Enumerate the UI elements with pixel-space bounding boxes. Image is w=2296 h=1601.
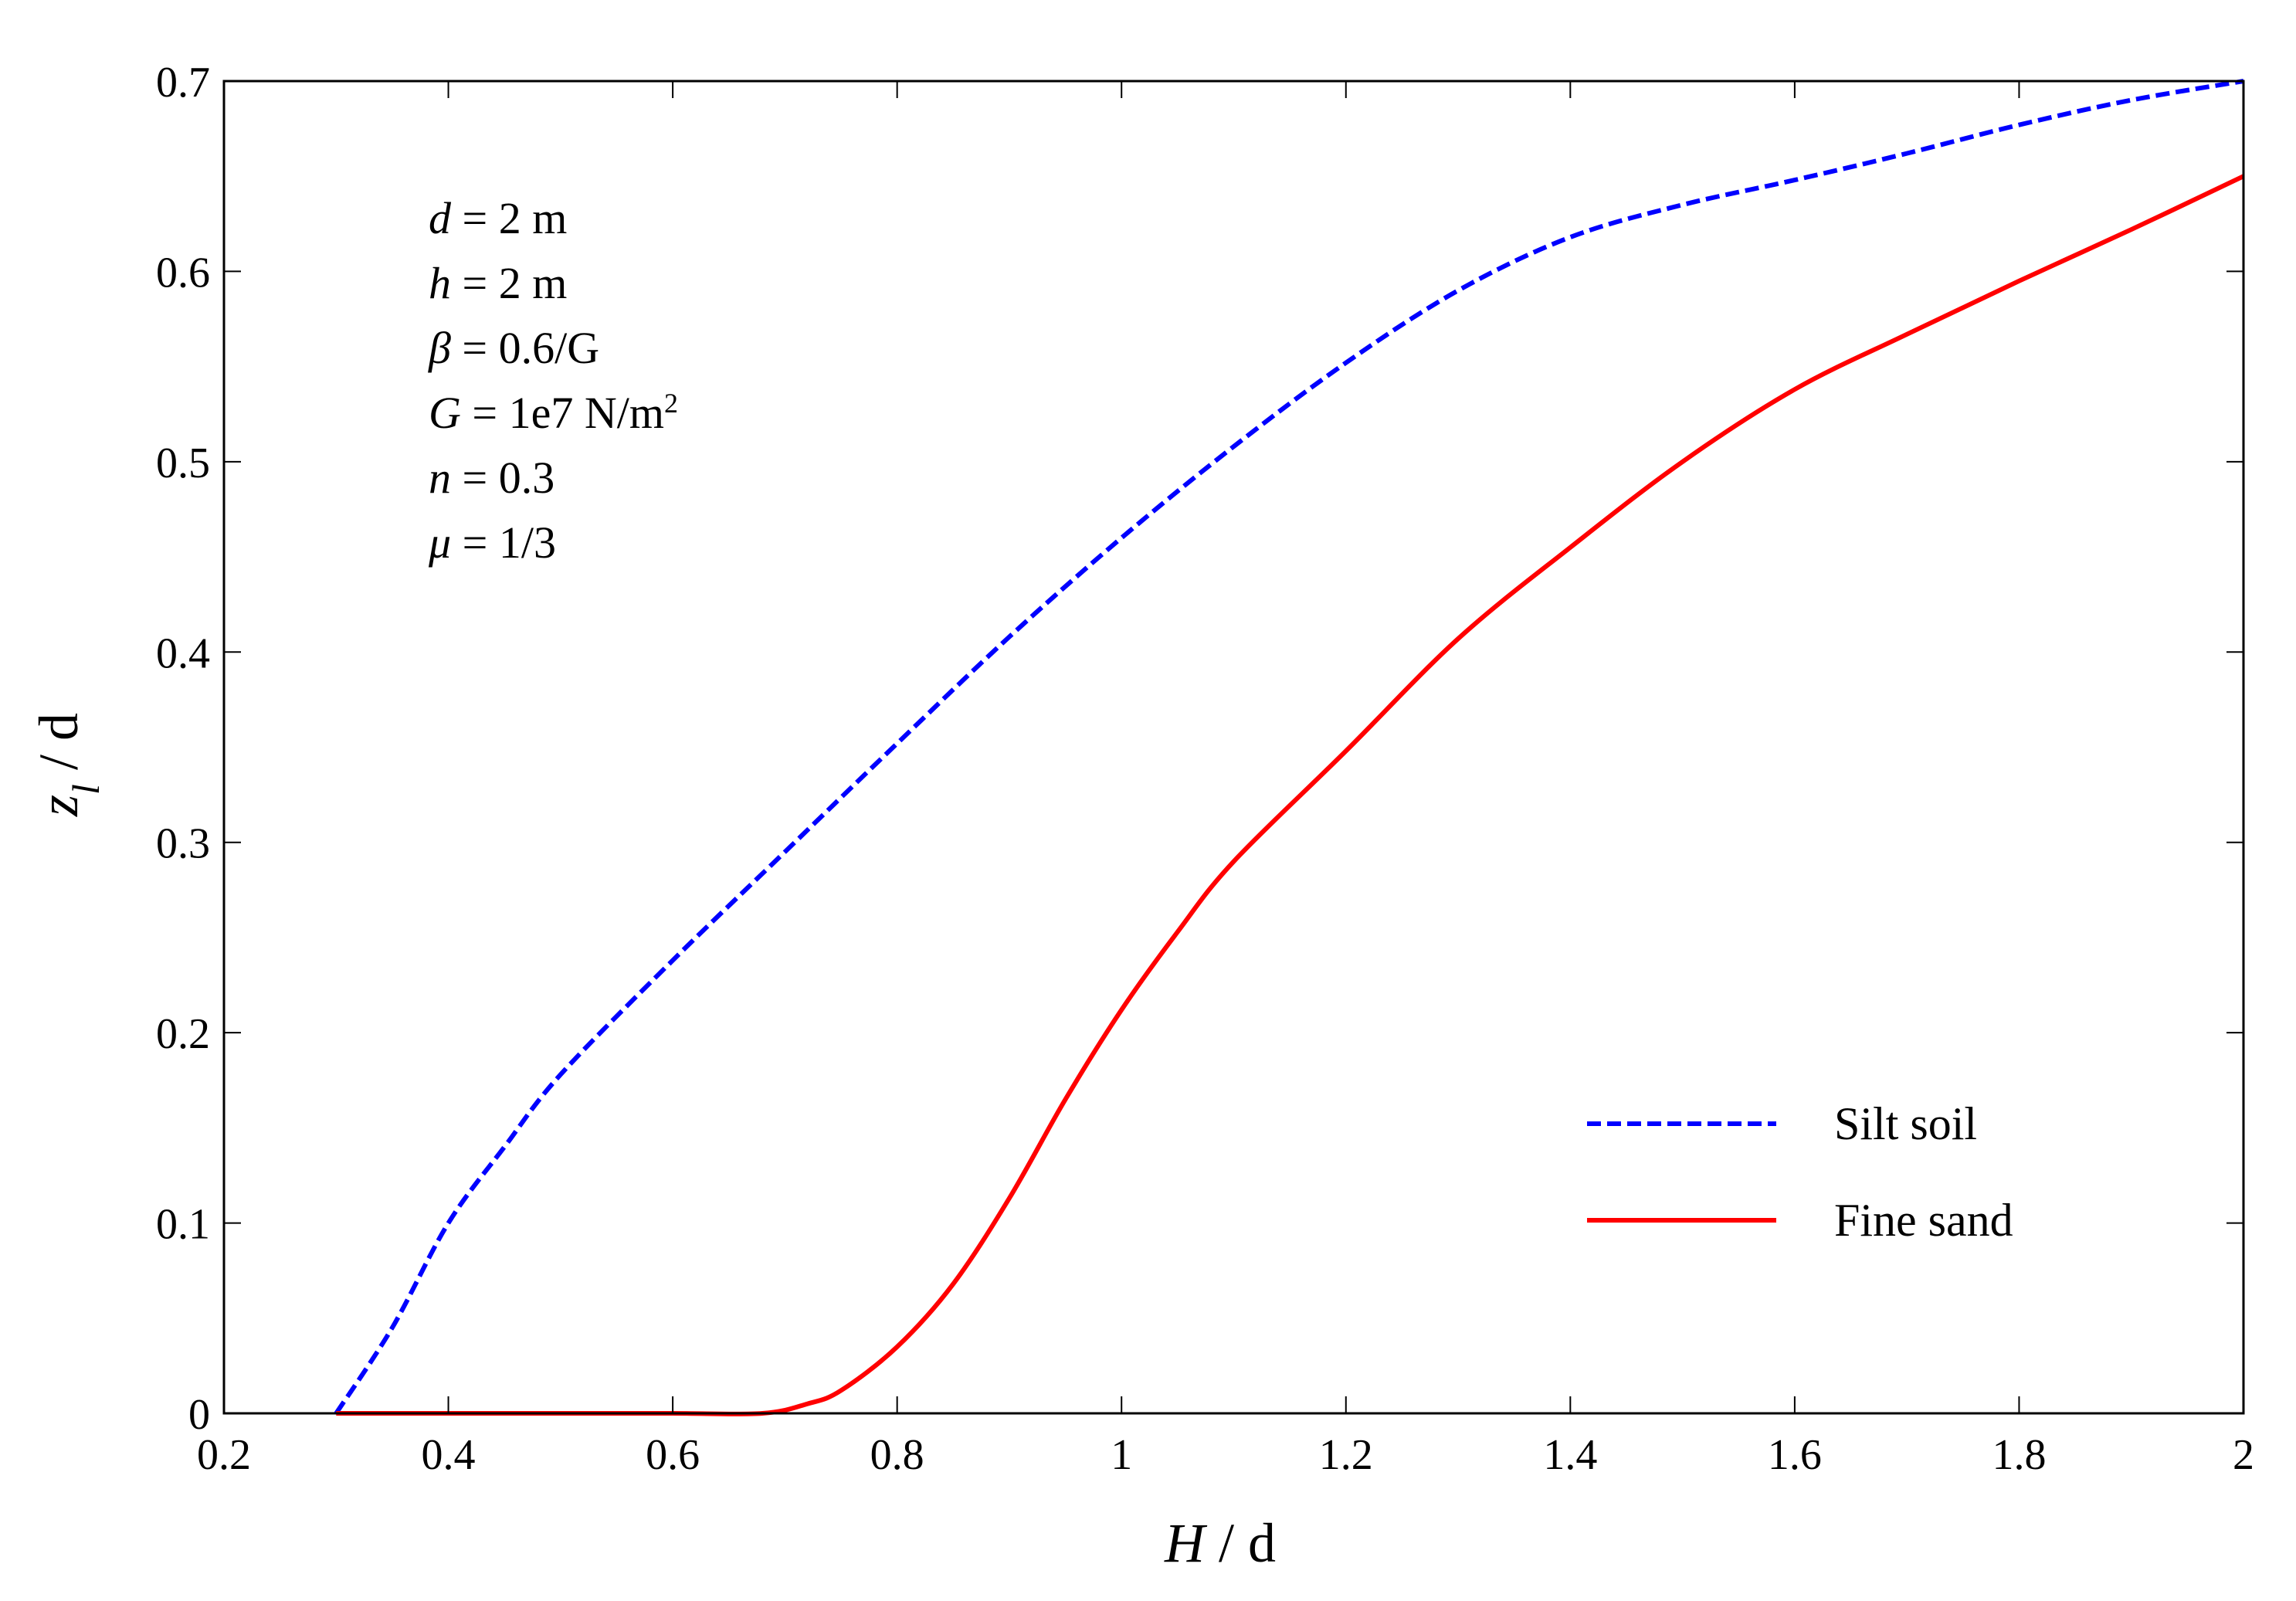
x-tick-label: 1.2: [1319, 1431, 1373, 1479]
parameter-symbol: n: [429, 453, 451, 503]
x-tick-label: 0.2: [197, 1431, 251, 1479]
x-tick-label: 1: [1111, 1431, 1132, 1479]
x-axis-title-rest: / d: [1205, 1512, 1276, 1574]
x-axis-title-var: H: [1164, 1512, 1208, 1574]
y-tick-label: 0.1: [156, 1201, 210, 1249]
y-tick-label: 0.7: [156, 59, 210, 107]
legend-label-silt-soil: Silt soil: [1834, 1098, 1977, 1149]
x-tick-label: 0.6: [646, 1431, 700, 1479]
x-tick-label: 0.4: [422, 1431, 476, 1479]
parameter-superscript: 2: [664, 388, 678, 419]
parameter-line: G = 1e7 N/m2: [429, 388, 678, 438]
x-tick-label: 1.8: [1992, 1431, 2046, 1479]
y-tick-label: 0.5: [156, 439, 210, 487]
parameter-value: = 1e7 N/m: [461, 388, 664, 438]
y-tick-label: 0.4: [156, 629, 210, 677]
x-tick-label: 1.6: [1768, 1431, 1822, 1479]
y-tick-label: 0.2: [156, 1010, 210, 1058]
parameter-symbol: G: [429, 388, 461, 438]
y-axis-title-var: z: [28, 795, 90, 817]
y-axis-title-sub: l: [64, 784, 107, 795]
plot-frame: [222, 80, 2245, 1415]
y-axis-title: zl / d: [28, 713, 107, 817]
x-tick-label: 2: [2233, 1431, 2254, 1479]
parameter-symbol: h: [429, 258, 451, 308]
x-tick-label: 1.4: [1543, 1431, 1597, 1479]
parameter-value: = 0.6/G: [451, 323, 599, 373]
parameter-line: d = 2 m: [429, 193, 567, 243]
parameter-line: h = 2 m: [429, 258, 567, 308]
parameter-value: = 2 m: [451, 258, 567, 308]
x-axis-title: H / d: [1164, 1512, 1276, 1574]
parameter-value: = 2 m: [451, 193, 567, 243]
parameter-line: β = 0.6/G: [428, 323, 599, 373]
parameter-symbol: β: [428, 323, 451, 373]
parameter-value: = 0.3: [451, 453, 554, 503]
parameter-annotations: d = 2 mh = 2 mβ = 0.6/GG = 1e7 N/m2n = 0…: [428, 193, 678, 568]
parameter-line: μ = 1/3: [428, 517, 556, 568]
y-tick-label: 0: [188, 1391, 210, 1439]
legend: Silt soil Fine sand: [1587, 1098, 2013, 1246]
y-tick-label: 0.6: [156, 249, 210, 297]
parameter-value: = 1/3: [451, 517, 556, 568]
x-tick-label: 0.8: [870, 1431, 924, 1479]
legend-label-fine-sand: Fine sand: [1834, 1195, 2013, 1246]
y-axis-ticks: 0 0.1 0.2 0.3 0.4 0.5 0.6 0.7: [156, 59, 2243, 1439]
y-axis-title-rest: / d: [28, 713, 90, 784]
series-line-silt-soil: [334, 79, 2244, 1415]
parameter-symbol: μ: [428, 517, 451, 568]
parameter-line: n = 0.3: [429, 453, 554, 503]
x-axis-ticks: 0.2 0.4 0.6 0.8 1 1.2 1.4 1.6 1.8 2: [197, 81, 2254, 1479]
y-tick-label: 0.3: [156, 820, 210, 868]
parameter-symbol: d: [429, 193, 452, 243]
